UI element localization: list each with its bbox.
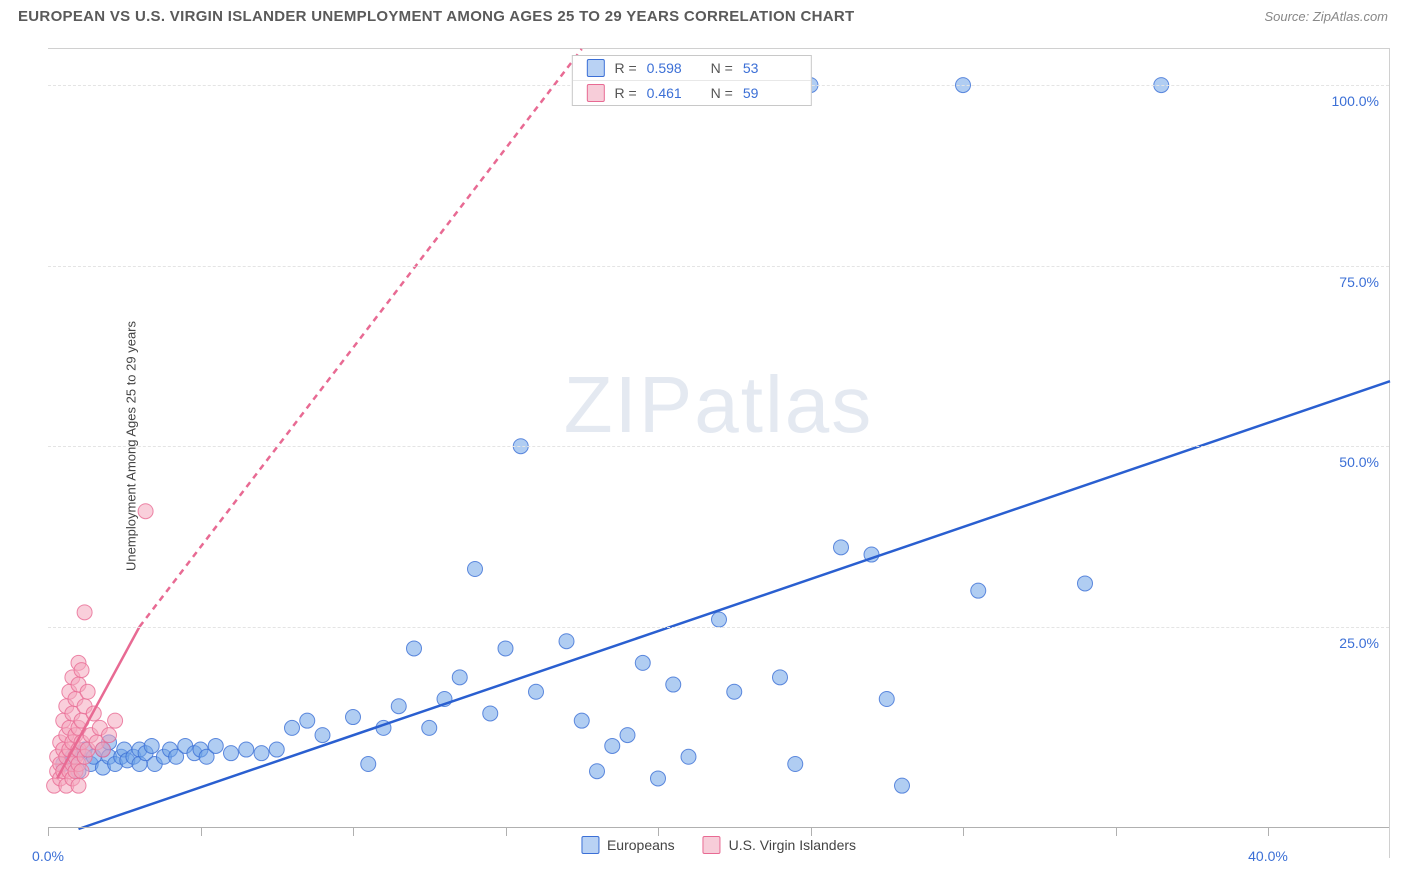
chart-title: EUROPEAN VS U.S. VIRGIN ISLANDER UNEMPLO… [18, 8, 855, 25]
swatch-usvi-icon [586, 84, 604, 102]
swatch-usvi-icon [703, 836, 721, 854]
legend-label: U.S. Virgin Islanders [729, 837, 856, 853]
y-tick-label: 50.0% [1339, 454, 1379, 470]
y-tick-label: 100.0% [1332, 93, 1379, 109]
x-tick [963, 828, 964, 836]
r-value-europeans: 0.598 [647, 60, 701, 76]
x-tick [506, 828, 507, 836]
x-axis [48, 827, 1389, 828]
y-tick-label: 25.0% [1339, 635, 1379, 651]
x-tick [201, 828, 202, 836]
gridline [48, 446, 1389, 447]
gridline [48, 266, 1389, 267]
x-tick [1268, 828, 1269, 836]
swatch-europeans-icon [581, 836, 599, 854]
n-label: N = [711, 60, 733, 76]
legend-label: Europeans [607, 837, 675, 853]
x-tick [811, 828, 812, 836]
n-value-europeans: 53 [743, 60, 797, 76]
y-tick-label: 75.0% [1339, 274, 1379, 290]
x-tick [658, 828, 659, 836]
n-label: N = [711, 85, 733, 101]
swatch-europeans-icon [586, 59, 604, 77]
r-label: R = [614, 85, 636, 101]
source-label: Source: ZipAtlas.com [1264, 9, 1388, 24]
x-tick [1116, 828, 1117, 836]
r-label: R = [614, 60, 636, 76]
scatter-plot [48, 49, 1389, 858]
x-tick-label: 40.0% [1248, 848, 1288, 864]
series-legend: Europeans U.S. Virgin Islanders [581, 836, 856, 854]
gridline [48, 627, 1389, 628]
n-value-usvi: 59 [743, 85, 797, 101]
x-tick [48, 828, 49, 836]
r-value-usvi: 0.461 [647, 85, 701, 101]
x-tick [353, 828, 354, 836]
chart-area: ZIPatlas R = 0.598 N = 53 R = 0.461 N = … [48, 48, 1390, 858]
x-tick-label: 0.0% [32, 848, 64, 864]
correlation-legend: R = 0.598 N = 53 R = 0.461 N = 59 [571, 55, 811, 106]
